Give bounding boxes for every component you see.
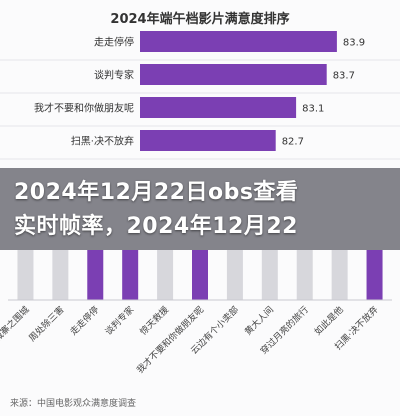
horizontal-bar-chart: 走走停停 83.9 谈判专家 83.7 我才不要和你做朋友呢 83.1 扫黑·决不放弃 82.…	[0, 28, 400, 173]
vbar-bar	[52, 250, 69, 300]
vertical-bar-chart: 九龙城寨之围城 周处除三害 走走停停 谈判专家 惊天救援 我才不要和你做朋友呢 云边有个小卖…	[0, 250, 400, 390]
vbar-tick-label: 谈判专家	[102, 304, 136, 338]
chart-title: 2024年端午档影片满意度排序	[110, 12, 290, 27]
vbar-bar	[17, 250, 34, 300]
hbar-value-label: 83.7	[333, 71, 355, 82]
vbar-bar	[331, 250, 348, 300]
hbar-bar	[140, 64, 327, 85]
vbar-tick-label: 九龙城寨之围城	[0, 304, 32, 357]
horizontal-bar-svg: 走走停停 83.9 谈判专家 83.7 我才不要和你做朋友呢 83.1 扫黑·决不放弃 82.…	[0, 31, 400, 160]
vbar-bar	[226, 250, 243, 300]
hbar-bar	[140, 31, 337, 52]
vbar-bar	[296, 250, 313, 300]
hbar-bar	[140, 130, 276, 151]
headline-overlay	[0, 168, 400, 250]
vbar-bar	[122, 250, 139, 300]
hbar-value-label: 83.9	[343, 38, 365, 49]
vbar-tick-label: 如此是他	[312, 304, 346, 338]
headline-line-1: 2024年12月22日obs查看	[14, 180, 299, 205]
hbar-value-label: 82.7	[282, 137, 304, 148]
headline-line-2: 实时帧率，2024年12月22	[14, 214, 298, 239]
vbar-bar	[87, 250, 104, 300]
chart-source: 来源：中国电影观众满意度调查	[10, 399, 137, 409]
hbar-category-label: 谈判专家	[94, 69, 134, 82]
vbar-tick-label: 惊天救援	[137, 304, 171, 338]
hbar-category-label: 我才不要和你做朋友呢	[34, 102, 134, 115]
vbar-bar	[261, 250, 278, 300]
hbar-bar	[140, 97, 297, 118]
vbar-tick-label: 黄大人间	[242, 304, 276, 338]
hbar-category-label: 扫黑·决不放弃	[71, 135, 134, 148]
vbar-bar	[366, 250, 383, 300]
hbar-value-label: 83.1	[302, 104, 324, 115]
vbar-tick-label: 我才不要和你做朋友呢	[134, 304, 206, 376]
vbar-bar	[157, 250, 174, 300]
vbar-tick-label: 走走停停	[67, 304, 101, 338]
vbar-tick-label: 周处除三害	[26, 304, 66, 344]
headline-text: 2024年12月22日obs查看 实时帧率，2024年12月22	[14, 176, 394, 244]
hbar-category-label: 走走停停	[94, 36, 134, 49]
vbar-bar	[192, 250, 208, 300]
